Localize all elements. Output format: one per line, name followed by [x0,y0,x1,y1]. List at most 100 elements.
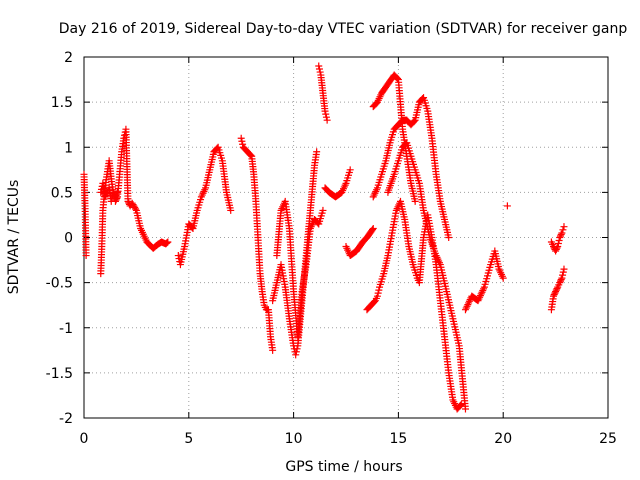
data-point [556,279,564,287]
data-point [111,193,119,201]
series-arc08 [315,62,331,124]
data-point [464,301,472,309]
y-tick-label: -1.5 [46,366,73,382]
data-point [550,292,558,300]
data-point [375,286,383,294]
series-arc03 [97,179,122,205]
x-axis-label: GPS time / hours [285,459,402,475]
data-point [239,140,247,148]
data-point [410,117,418,125]
data-point [556,277,564,285]
data-point [101,193,109,201]
data-point [292,348,300,356]
data-point [499,274,507,282]
series-arc05 [237,134,277,354]
data-point [174,252,182,260]
data-point [112,191,120,199]
data-point [554,243,562,251]
series-arc11 [363,197,465,413]
series-arc14 [384,139,469,413]
data-point [368,226,376,234]
data-point [552,247,560,255]
x-tick-label: 5 [184,431,193,447]
series-arc10 [342,224,377,260]
data-point [456,401,464,409]
y-tick-label: 0.5 [51,185,73,201]
data-point [462,304,470,312]
data-point [315,65,323,73]
data-point [319,206,327,214]
data-point [114,188,122,196]
grid-lines [84,57,608,418]
data-point [480,285,488,293]
data-point [346,166,354,174]
data-point [557,276,565,284]
data-point [550,291,558,299]
y-tick-label: -0.5 [46,276,73,292]
data-point [321,107,329,115]
series-arc18 [547,223,568,255]
data-point [394,75,402,83]
data-point [465,297,473,305]
x-tick-label: 20 [494,431,512,447]
x-tick-label: 10 [285,431,303,447]
data-point [292,351,300,359]
chart-title: Day 216 of 2019, Sidereal Day-to-day VTE… [59,21,628,37]
data-point [553,244,561,252]
data-point [560,265,568,273]
data-point [557,230,565,238]
data-point [188,224,196,232]
data-point [164,238,172,246]
data-point [269,346,277,354]
data-point [552,288,560,296]
data-point [479,287,487,295]
data-point [323,116,331,124]
data-point [461,405,469,413]
data-point [163,239,171,247]
y-tick-label: 0 [64,231,73,247]
data-point [461,306,469,314]
data-point [552,246,560,254]
data-point [476,293,484,301]
data-point [478,288,486,296]
data-point [552,286,560,294]
series-arc09 [321,166,354,201]
data-point [558,229,566,237]
y-tick-label: 2 [64,50,73,66]
data-point [477,290,485,298]
data-point [82,252,90,260]
data-point [559,268,567,276]
data-point [503,202,511,210]
data-point [322,110,330,118]
data-point [316,68,324,76]
series-arc15 [461,247,507,314]
x-tick-label: 25 [599,431,617,447]
data-point [373,292,381,300]
data-point [559,271,567,279]
data-point [476,292,484,300]
data-point [558,274,566,282]
data-point [97,188,105,196]
data-point [247,151,255,159]
y-tick-label: 1 [64,140,73,156]
data-point [238,137,246,145]
data-point [124,197,132,205]
data-point [162,239,170,247]
data-point [465,299,473,307]
data-point [475,295,483,303]
data-point [132,205,140,213]
data-point [474,297,482,305]
data-points [80,62,568,413]
data-point [293,345,301,353]
data-point [237,134,245,142]
data-point [457,400,465,408]
y-tick-label: -2 [59,411,73,427]
y-axis-ticks: -2 -1.5 -1 -0.5 0 0.5 1 1.5 2 [46,50,608,427]
data-point [369,224,377,232]
data-point [559,226,567,234]
series-arc04 [174,143,235,269]
series-arc17 [547,265,568,314]
data-point [102,190,110,198]
series-arc12 [369,94,453,241]
